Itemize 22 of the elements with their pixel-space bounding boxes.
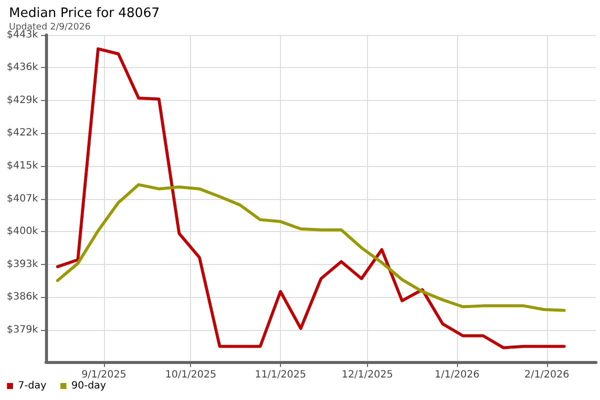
x-tick-label: 10/1/2025 (165, 370, 216, 380)
x-tick-label: 1/1/2026 (434, 370, 480, 380)
y-tick-label: $379k (6, 324, 38, 336)
line-series (56, 47, 566, 350)
y-tick-label: $407k (6, 193, 38, 204)
y-tick-label: $386k (6, 292, 38, 303)
x-tick-label: 9/1/2025 (81, 370, 126, 380)
chart-title: Median Price for 48067 (9, 6, 160, 21)
y-tick-label: $393k (6, 258, 38, 270)
y-tick-label: $429k (6, 94, 38, 106)
x-tick-label: 12/1/2025 (342, 370, 393, 380)
line-series (56, 183, 566, 312)
legend-label: 90-day (71, 380, 106, 392)
y-tick-label: $422k (6, 128, 38, 139)
y-tick-label: $400k (6, 226, 38, 238)
y-tick-label: $415k (6, 160, 38, 172)
x-tick-label: 2/1/2026 (524, 370, 570, 380)
y-tick-label: $436k (6, 62, 38, 74)
legend-label: 7-day (18, 380, 46, 392)
y-tick-label: $443k (6, 30, 38, 40)
x-tick-label: 11/1/2025 (254, 370, 306, 380)
chart-subtitle: Updated 2/9/2026 (9, 22, 91, 32)
